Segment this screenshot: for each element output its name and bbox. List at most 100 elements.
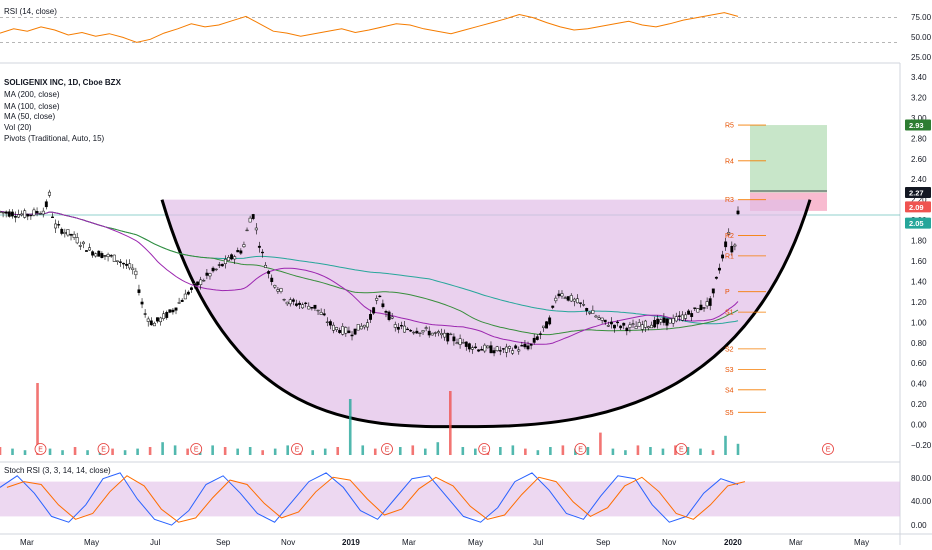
candle [239,248,243,255]
time-label: Nov [281,538,295,547]
volume-bar [248,447,252,455]
candle [508,345,511,353]
candle [165,310,169,320]
candle [78,241,82,250]
candle [134,267,138,280]
candle [647,325,650,331]
candle [603,319,607,326]
candle [727,228,731,236]
candle [526,341,530,351]
candle [677,311,681,322]
candle [220,263,224,267]
candle [492,347,496,357]
candle [146,316,150,327]
volume-bar [136,448,139,455]
candle [399,321,403,330]
earnings-marker[interactable]: E [478,443,491,455]
candle [557,290,561,299]
candle [594,314,598,318]
time-label: May [84,538,99,547]
candle [13,211,17,223]
candle [693,307,697,312]
earnings-marker[interactable]: E [822,443,834,455]
volume-bar [23,450,27,455]
candle [251,213,255,221]
candle [356,324,360,331]
candle [640,320,644,333]
candle [341,323,345,336]
earnings-marker[interactable]: E [675,443,688,455]
candle [514,344,518,349]
candle [665,318,669,331]
candle [708,296,712,311]
candle [171,307,175,315]
cup-pattern-fill [162,199,810,427]
volume-bar [549,447,552,455]
candle [10,209,14,219]
candle [273,284,277,289]
time-label: Mar [789,538,803,547]
volume-bar [599,432,602,455]
earnings-marker[interactable]: E [574,443,587,455]
svg-text:E: E [38,447,43,454]
earnings-marker[interactable]: E [381,443,393,455]
pivot-label: R4 [725,158,734,165]
earnings-marker[interactable]: E [291,443,303,455]
candle [687,309,691,315]
candle [196,281,200,287]
volume-bar [411,445,415,455]
candle [600,317,604,324]
candle [662,313,666,326]
time-label: Jul [533,538,543,547]
candle [304,301,308,308]
candle [575,294,579,304]
candle [384,309,388,318]
candle [257,241,261,253]
candle [223,255,227,269]
candle [560,290,564,299]
svg-text:2.93: 2.93 [909,121,924,130]
candle [609,317,613,329]
candle [100,251,104,259]
candle [254,223,258,235]
candle [54,219,58,233]
earnings-marker[interactable]: E [190,443,203,455]
volume-bar [724,435,727,455]
candle [498,346,502,356]
stoch-rsi-pane: Stoch RSI (3, 3, 14, 14, close) 80.00 40… [0,461,932,530]
time-label: Mar [402,538,416,547]
pivot-label: S4 [725,387,734,394]
candle [276,287,280,294]
candle [653,316,657,329]
candle [680,311,684,322]
candle [714,276,718,280]
svg-text:2.27: 2.27 [909,189,924,198]
candle [504,343,508,358]
candle [85,250,88,252]
candle [47,189,51,198]
candle [643,319,647,333]
candle [372,306,376,315]
price-tick: 0.40 [911,380,927,389]
candle [538,331,542,340]
candle [159,316,163,326]
volume-bar [524,448,527,455]
rsi-tick-25: 25.00 [911,53,932,62]
stoch-d-line [6,475,746,523]
candle [625,326,629,336]
price-tick: 0.20 [911,400,927,409]
candle [288,297,292,307]
candle [245,227,249,232]
earnings-marker[interactable]: E [97,443,110,455]
candle [152,321,156,327]
candle [736,206,740,216]
earnings-marker[interactable]: E [34,443,47,455]
svg-text:E: E [679,447,684,454]
candle [366,319,369,331]
candle [270,274,274,286]
price-tick: 0.60 [911,359,927,368]
candle [118,259,122,267]
candle [186,290,190,296]
candle [378,294,382,298]
volume-bar [161,442,164,455]
